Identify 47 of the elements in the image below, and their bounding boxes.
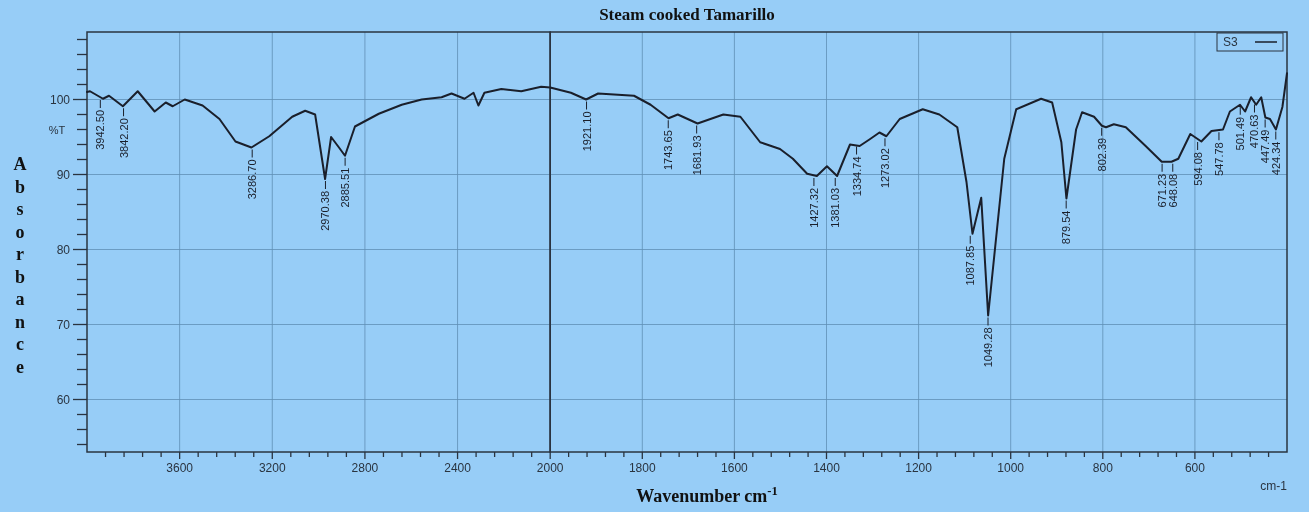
y-tick-label: 80 (56, 242, 71, 257)
annotation: 3842.20 (117, 118, 130, 159)
y-tick-label: 90 (56, 167, 71, 182)
x-tick-label: 1400 (813, 461, 841, 475)
annotation: 424.34 (1269, 141, 1282, 176)
annotation: 547.78 (1212, 142, 1225, 176)
annotation: 879.54 (1060, 210, 1073, 245)
y-tick-label: 60 (56, 392, 71, 407)
annotation: 3286.70 (246, 159, 259, 200)
annotation: 1921.10 (580, 111, 593, 152)
x-tick-label: 2800 (351, 461, 379, 475)
annotation: 594.08 (1191, 152, 1204, 186)
x-tick-label: 1200 (905, 461, 933, 475)
legend-label: S3 (1223, 35, 1238, 49)
annotation: 802.39 (1095, 137, 1108, 172)
annotation: 1743.65 (662, 130, 675, 171)
annotation: 501.49 (1234, 116, 1247, 151)
annotation: 2885.51 (339, 167, 352, 208)
annotation: 3942.50 (94, 110, 107, 150)
annotation: 1681.93 (690, 135, 703, 176)
annotation: 1049.28 (982, 327, 995, 368)
annotation: 1273.02 (878, 148, 891, 189)
x-tick-label: 3200 (258, 461, 286, 475)
text: cm-1 (1260, 479, 1288, 493)
annotation: 1334.74 (850, 156, 863, 197)
x-tick-label: 1800 (628, 461, 656, 475)
x-tick-label: 3600 (166, 461, 194, 475)
annotation: 447.49 (1259, 129, 1272, 164)
x-tick-label: 2400 (444, 461, 472, 475)
text: %T (48, 123, 66, 136)
y-tick-label: 70 (56, 317, 71, 332)
annotation: 470.63 (1248, 114, 1261, 149)
annotation: 671.23 (1156, 173, 1169, 208)
x-tick-label: 800 (1092, 461, 1114, 475)
annotation: 1381.03 (829, 188, 842, 228)
annotation: 1427.32 (807, 188, 820, 228)
x-tick-label: 1600 (721, 461, 749, 475)
x-tick-label: 2000 (536, 461, 564, 475)
annotation: 648.08 (1166, 173, 1179, 208)
x-axis-title: Wavenumber cm$^{-1}$ (636, 484, 778, 506)
x-tick-label: 600 (1184, 461, 1206, 475)
text: Absorbance (13, 154, 27, 377)
annotation: 2970.38 (319, 191, 332, 231)
x-tick-label: 1000 (997, 461, 1025, 475)
y-tick-label: 100 (49, 92, 71, 107)
annotation: 1087.85 (964, 245, 977, 286)
chart-title: Steam cooked Tamarillo (599, 5, 775, 24)
